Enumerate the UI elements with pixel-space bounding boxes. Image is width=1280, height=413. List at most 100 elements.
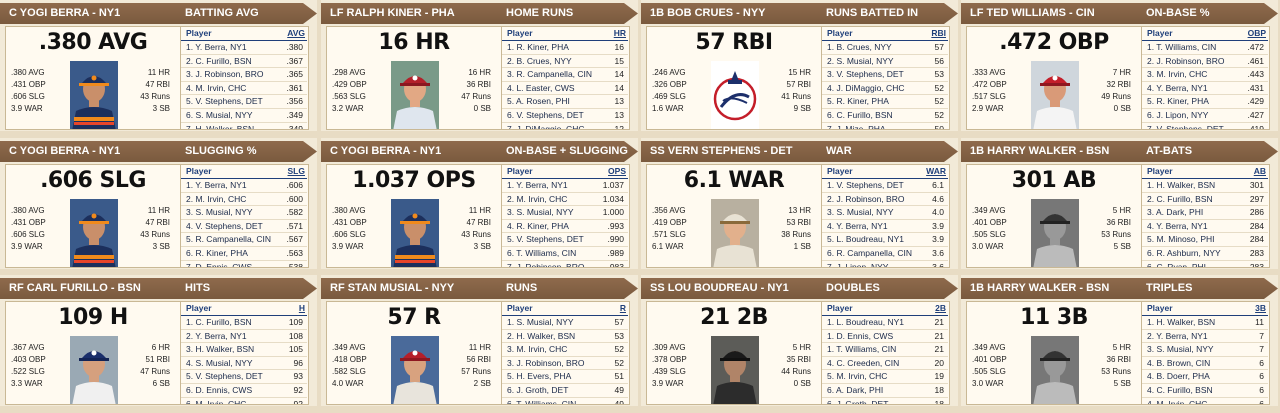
card-player-name[interactable]: C YOGI BERRA - NY1 — [9, 145, 121, 157]
leaderboard-row[interactable]: 4. Y. Berra, NY1 284 — [1142, 220, 1268, 234]
leader-name[interactable]: 6. S. Musial, NYY — [186, 109, 253, 120]
leader-name[interactable]: 4. Y. Berra, NY1 — [827, 220, 888, 231]
card-player-name[interactable]: RF CARL FURILLO - BSN — [9, 282, 141, 294]
leader-name[interactable]: 2. Y. Berra, NY1 — [1147, 330, 1208, 341]
leaderboard-row[interactable]: 4. C. Furillo, BSN 6 — [1142, 384, 1268, 398]
leaderboard-row[interactable]: 1. D. Ennis, CWS 21 — [822, 330, 948, 344]
leaderboard-row[interactable]: 1. H. Walker, BSN 11 — [1142, 316, 1268, 330]
leader-name[interactable]: 3. S. Musial, NYY — [827, 207, 894, 218]
card-player-name[interactable]: LF TED WILLIAMS - CIN — [970, 7, 1095, 19]
leaderboard-row[interactable]: 1. Y. Berra, NY1 .606 — [181, 179, 307, 193]
leaderboard-stat-col[interactable]: AVG — [287, 28, 305, 38]
leader-name[interactable]: 5. R. Kiner, PHA — [1147, 96, 1209, 107]
leaderboard-row[interactable]: 2. J. Robinson, BRO .461 — [1142, 55, 1268, 69]
leaderboard-row[interactable]: 5. M. Minoso, PHI 284 — [1142, 233, 1268, 247]
leader-name[interactable]: 1. C. Furillo, BSN — [186, 317, 252, 327]
leaderboard-row[interactable]: 3. M. Irvin, CHC 52 — [502, 343, 628, 357]
leader-name[interactable]: 4. Y. Berra, NY1 — [1147, 220, 1208, 231]
leaderboard-row[interactable]: 4. Y. Berra, NY1 3.9 — [822, 220, 948, 234]
leader-name[interactable]: 6. A. Dark, PHI — [827, 384, 884, 395]
leaderboard-row[interactable]: 1. Y. Berra, NY1 1.037 — [502, 179, 628, 193]
leader-name[interactable]: 7. J. Mize, PHA — [827, 123, 886, 130]
leader-name[interactable]: 1. R. Kiner, PHA — [507, 42, 569, 52]
leaderboard-row[interactable]: 4. S. Musial, NYY 96 — [181, 357, 307, 371]
leaderboard-row[interactable]: 1. C. Furillo, BSN 109 — [181, 316, 307, 330]
leader-name[interactable]: 4. B. Brown, CIN — [1147, 357, 1211, 368]
leader-name[interactable]: 3. S. Musial, NYY — [186, 207, 253, 218]
card-player-name[interactable]: 1B HARRY WALKER - BSN — [970, 145, 1110, 157]
leader-name[interactable]: 1. Y. Berra, NY1 — [186, 180, 247, 190]
leader-name[interactable]: 7. J. Lipon, NYY — [827, 261, 889, 268]
leaderboard-row[interactable]: 3. M. Irvin, CHC .443 — [1142, 68, 1268, 82]
leader-name[interactable]: 2. J. Robinson, BRO — [827, 193, 905, 204]
leaderboard-row[interactable]: 6. C. Ryan, PHI 283 — [1142, 261, 1268, 267]
leaderboard-row[interactable]: 4. M. Irvin, CHC 6 — [1142, 398, 1268, 405]
leaderboard-row[interactable]: 5. R. Kiner, PHA 52 — [822, 95, 948, 109]
leaderboard-row[interactable]: 2. C. Furillo, BSN 297 — [1142, 193, 1268, 207]
leader-name[interactable]: 4. M. Irvin, CHC — [1147, 398, 1208, 405]
leaderboard-row[interactable]: 4. L. Easter, CWS 14 — [502, 82, 628, 96]
leaderboard-row[interactable]: 1. B. Crues, NYY 57 — [822, 41, 948, 55]
leaderboard-row[interactable]: 7. H. Walker, BSN .349 — [181, 123, 307, 130]
leaderboard-row[interactable]: 2. S. Musial, NYY 56 — [822, 55, 948, 69]
leader-name[interactable]: 1. Y. Berra, NY1 — [186, 42, 247, 52]
leader-name[interactable]: 4. Y. Berra, NY1 — [1147, 82, 1208, 93]
leaderboard-stat-col[interactable]: WAR — [926, 166, 946, 176]
leaderboard-row[interactable]: 4. M. Irvin, CHC .361 — [181, 82, 307, 96]
leader-name[interactable]: 1. B. Crues, NYY — [827, 42, 892, 52]
leaderboard-row[interactable]: 5. R. Campanella, CIN .567 — [181, 233, 307, 247]
leaderboard-row[interactable]: 3. J. Robinson, BRO .365 — [181, 68, 307, 82]
leaderboard-row[interactable]: 2. H. Walker, BSN 53 — [502, 330, 628, 344]
leader-name[interactable]: 4. B. Doerr, PHA — [1147, 371, 1210, 382]
card-player-name[interactable]: C YOGI BERRA - NY1 — [330, 145, 442, 157]
leaderboard-row[interactable]: 6. D. Ennis, CWS 92 — [181, 384, 307, 398]
leader-name[interactable]: 1. Y. Berra, NY1 — [507, 180, 568, 190]
leaderboard-row[interactable]: 7. J. Lipon, NYY 3.6 — [822, 261, 948, 268]
leader-name[interactable]: 5. V. Stephens, DET — [186, 371, 263, 382]
leaderboard-row[interactable]: 4. B. Doerr, PHA 6 — [1142, 370, 1268, 384]
leaderboard-row[interactable]: 2. B. Crues, NYY 15 — [502, 55, 628, 69]
leader-name[interactable]: 1. T. Williams, CIN — [827, 344, 897, 355]
leader-name[interactable]: 5. A. Rosen, PHI — [507, 96, 570, 107]
leaderboard-row[interactable]: 6. S. Musial, NYY .349 — [181, 109, 307, 123]
card-player-name[interactable]: C YOGI BERRA - NY1 — [9, 7, 121, 19]
leaderboard-stat-col[interactable]: RBI — [931, 28, 946, 38]
leaderboard-row[interactable]: 5. V. Stephens, DET 93 — [181, 370, 307, 384]
leader-name[interactable]: 3. S. Musial, NYY — [1147, 344, 1214, 355]
leaderboard-row[interactable]: 1. V. Stephens, DET 6.1 — [822, 179, 948, 193]
leader-name[interactable]: 4. C. Furillo, BSN — [1147, 384, 1213, 395]
leader-name[interactable]: 2. B. Crues, NYY — [507, 55, 572, 66]
leaderboard-stat-col[interactable]: OBP — [1247, 28, 1266, 38]
leader-name[interactable]: 5. R. Campanella, CIN — [186, 234, 272, 245]
card-player-name[interactable]: 1B BOB CRUES - NYY — [650, 7, 766, 19]
leader-name[interactable]: 6. C. Furillo, BSN — [827, 109, 893, 120]
leader-name[interactable]: 2. M. Irvin, CHC — [186, 193, 247, 204]
leader-name[interactable]: 3. R. Campanella, CIN — [507, 69, 593, 80]
leaderboard-row[interactable]: 6. V. Stephens, DET 13 — [502, 109, 628, 123]
leader-name[interactable]: 7. H. Walker, BSN — [186, 123, 255, 130]
leaderboard-row[interactable]: 6. C. Furillo, BSN 52 — [822, 109, 948, 123]
leaderboard-row[interactable]: 4. C. Creeden, CIN 20 — [822, 357, 948, 371]
leaderboard-row[interactable]: 6. A. Dark, PHI 18 — [822, 384, 948, 398]
leaderboard-row[interactable]: 6. J. Lipon, NYY .427 — [1142, 109, 1268, 123]
leader-name[interactable]: 7. V. Stephens, DET — [1147, 123, 1224, 130]
card-player-name[interactable]: LF RALPH KINER - PHA — [330, 7, 455, 19]
leader-name[interactable]: 5. M. Minoso, PHI — [1147, 234, 1215, 245]
leaderboard-stat-col[interactable]: OPS — [608, 166, 626, 176]
leaderboard-row[interactable]: 5. L. Boudreau, NY1 3.9 — [822, 233, 948, 247]
leaderboard-stat-col[interactable]: SLG — [287, 166, 305, 176]
leader-name[interactable]: 2. C. Furillo, BSN — [1147, 193, 1213, 204]
leaderboard-row[interactable]: 1. R. Kiner, PHA 16 — [502, 41, 628, 55]
leader-name[interactable]: 4. L. Easter, CWS — [507, 82, 575, 93]
leaderboard-row[interactable]: 1. S. Musial, NYY 57 — [502, 316, 628, 330]
leader-name[interactable]: 7. J. Robinson, BRO — [507, 261, 585, 268]
leaderboard-row[interactable]: 1. H. Walker, BSN 301 — [1142, 179, 1268, 193]
leader-name[interactable]: 3. S. Musial, NYY — [507, 207, 574, 218]
leader-name[interactable]: 1. T. Williams, CIN — [1147, 42, 1217, 52]
leader-name[interactable]: 6. T. Williams, CIN — [507, 247, 577, 258]
leader-name[interactable]: 5. L. Boudreau, NY1 — [827, 234, 905, 245]
leader-name[interactable]: 6. J. Lipon, NYY — [1147, 109, 1209, 120]
leaderboard-row[interactable]: 3. V. Stephens, DET 53 — [822, 68, 948, 82]
leaderboard-stat-col[interactable]: AB — [1253, 166, 1266, 176]
card-player-name[interactable]: 1B HARRY WALKER - BSN — [970, 282, 1110, 294]
